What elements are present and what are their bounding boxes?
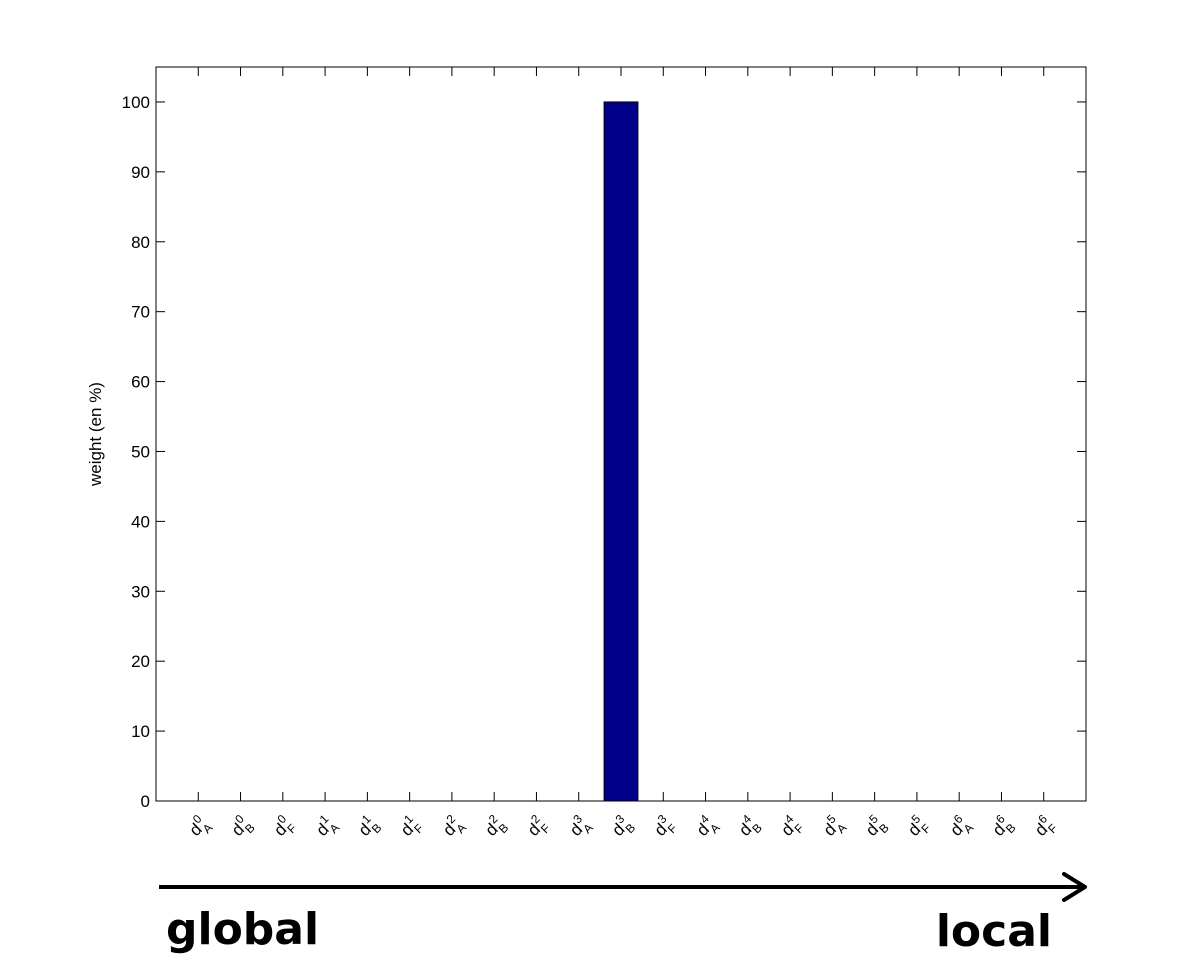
global-to-local-arrow xyxy=(159,872,1087,902)
y-tick-label: 40 xyxy=(131,512,150,531)
y-tick-label: 30 xyxy=(131,582,150,601)
y-tick-label: 80 xyxy=(131,233,150,252)
x-tick-label: d3B xyxy=(608,812,638,840)
x-tick-label: d1A xyxy=(312,812,342,840)
bar xyxy=(603,101,639,802)
y-tick-label: 50 xyxy=(131,442,150,461)
y-tick-label: 60 xyxy=(131,373,150,392)
x-tick-label: d4B xyxy=(735,812,765,840)
x-tick-label: d4F xyxy=(777,812,806,840)
x-tick-label: d2F xyxy=(524,812,553,840)
x-tick-label: d2A xyxy=(439,812,469,840)
x-tick-label: d1B xyxy=(355,812,385,840)
x-tick-label: d0F xyxy=(270,812,299,840)
arrow-head-icon xyxy=(1062,872,1087,902)
global-label: global xyxy=(166,904,319,955)
y-tick-label: 90 xyxy=(131,163,150,182)
y-tick-label: 70 xyxy=(131,303,150,322)
x-tick-label: d2B xyxy=(482,812,512,840)
x-tick-label: d3A xyxy=(566,812,596,840)
bars xyxy=(603,101,639,802)
x-tick-label: d6A xyxy=(947,812,977,840)
y-tick-label: 10 xyxy=(131,722,150,741)
y-axis: 0 10 20 30 40 50 60 70 80 90 100 xyxy=(122,93,1086,811)
y-tick-label: 0 xyxy=(141,792,150,811)
x-tick-label: d5B xyxy=(862,812,892,840)
x-tick-label: d4A xyxy=(693,812,723,840)
local-label: local xyxy=(936,906,1052,957)
y-tick-label: 20 xyxy=(131,652,150,671)
y-axis-title: weight (en %) xyxy=(86,382,105,487)
x-tick-label: d6F xyxy=(1031,812,1060,840)
x-tick-label: d1F xyxy=(397,812,426,840)
x-tick-label: d5F xyxy=(904,812,933,840)
x-tick-label: d0B xyxy=(228,812,258,840)
x-tick-label: d0A xyxy=(186,812,216,840)
x-tick-label: d5A xyxy=(820,812,850,840)
y-tick-label: 100 xyxy=(122,93,150,112)
x-tick-label: d6B xyxy=(989,812,1019,840)
x-tick-label: d3F xyxy=(651,812,680,840)
